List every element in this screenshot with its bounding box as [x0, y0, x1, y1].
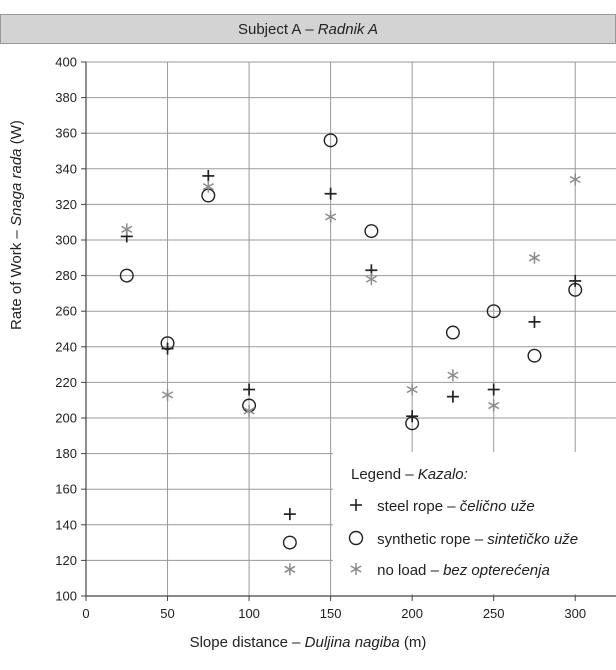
legend-item-steel-rope: steel rope – čelično uže [345, 498, 535, 515]
x-tick-label: 300 [564, 606, 586, 621]
legend-alt-no-load: bez opterećenja [443, 562, 550, 579]
legend-separator-synthetic-rope: – [474, 531, 484, 548]
y-tick-label: 280 [55, 268, 77, 283]
data-point-steel-rope [243, 383, 256, 396]
y-axis-label-separator: – [8, 230, 25, 239]
asterisk-marker-icon [345, 562, 367, 579]
legend-label-synthetic-rope: synthetic rope [377, 531, 471, 548]
data-point-synthetic-rope [568, 282, 583, 297]
legend-separator-steel-rope: – [447, 498, 456, 515]
data-point-steel-rope [487, 383, 500, 396]
y-tick-label: 380 [55, 90, 77, 105]
data-point-synthetic-rope [405, 416, 420, 431]
x-tick-label: 100 [238, 606, 260, 621]
data-point-no-load [447, 369, 459, 382]
data-point-steel-rope [528, 315, 541, 328]
x-axis-label-separator: – [292, 634, 301, 651]
y-tick-label: 160 [55, 482, 77, 497]
y-axis-label-text: Rate of Work [8, 242, 25, 330]
y-tick-label: 180 [55, 446, 77, 461]
x-axis-label-text: Slope distance [189, 634, 288, 651]
data-point-synthetic-rope [445, 325, 460, 340]
y-tick-label: 140 [55, 517, 77, 532]
title-separator: – [305, 20, 314, 38]
x-tick-label: 200 [401, 606, 423, 621]
data-point-steel-rope [283, 508, 296, 521]
legend: Legend – Kazalo: steel rope – čelično už… [333, 452, 616, 594]
data-point-synthetic-rope [527, 348, 542, 363]
data-point-no-load [284, 563, 296, 576]
legend-label-no-load: no load [377, 562, 427, 579]
data-point-no-load [365, 273, 377, 286]
data-point-synthetic-rope [323, 133, 338, 148]
legend-title-text: Legend [351, 466, 402, 483]
legend-alt-steel-rope: čelično uže [459, 498, 535, 515]
data-point-synthetic-rope [486, 304, 501, 319]
x-axis-label: Slope distance – Duljina nagiba (m) [0, 634, 616, 651]
data-point-steel-rope [202, 169, 215, 182]
y-tick-label: 300 [55, 233, 77, 248]
legend-label-steel-rope: steel rope [377, 498, 444, 515]
data-point-no-load [488, 399, 500, 412]
y-tick-label: 260 [55, 304, 77, 319]
y-tick-label: 200 [55, 411, 77, 426]
data-point-synthetic-rope [282, 535, 297, 550]
legend-title: Legend – Kazalo: [351, 466, 468, 483]
data-point-steel-rope [324, 187, 337, 200]
circle-marker-icon [345, 530, 367, 548]
title-alt-text: Radnik A [317, 20, 379, 38]
legend-separator-no-load: – [430, 562, 439, 579]
plus-marker-icon [345, 498, 367, 515]
y-tick-label: 240 [55, 339, 77, 354]
data-point-synthetic-rope [160, 336, 175, 351]
data-point-steel-rope [446, 390, 459, 403]
data-point-synthetic-rope [119, 268, 134, 283]
y-tick-label: 400 [55, 55, 77, 70]
data-point-no-load [325, 210, 337, 223]
y-axis-label-alt: Snaga rada [8, 148, 25, 227]
x-axis-label-unit: (m) [403, 634, 427, 651]
legend-item-no-load: no load – bez opterećenja [345, 562, 550, 579]
data-point-no-load [243, 404, 255, 417]
x-tick-label: 150 [320, 606, 342, 621]
data-point-no-load [406, 383, 418, 396]
data-point-no-load [161, 388, 174, 401]
data-point-no-load [528, 251, 541, 264]
x-tick-label: 0 [82, 606, 89, 621]
y-tick-label: 340 [55, 161, 77, 176]
data-point-synthetic-rope [364, 224, 379, 239]
y-tick-label: 120 [55, 553, 77, 568]
data-point-no-load [121, 223, 133, 236]
data-point-no-load [202, 180, 214, 193]
y-tick-label: 320 [55, 197, 77, 212]
legend-title-separator: – [405, 466, 414, 483]
y-tick-label: 220 [55, 375, 77, 390]
y-axis-label: Rate of Work – Snaga rada (W) [8, 120, 25, 330]
x-tick-label: 250 [483, 606, 505, 621]
y-axis-label-unit: (W) [8, 120, 25, 145]
y-tick-label: 100 [55, 589, 77, 604]
chart-title: Subject A – Radnik A [0, 14, 616, 44]
x-tick-label: 50 [160, 606, 174, 621]
data-point-no-load [569, 173, 581, 186]
x-axis-label-alt: Duljina nagiba [304, 634, 400, 651]
title-text: Subject A [237, 20, 302, 38]
data-point-steel-rope [569, 274, 582, 287]
legend-item-synthetic-rope: synthetic rope – sintetičko uže [345, 530, 578, 548]
legend-alt-synthetic-rope: sintetičko uže [487, 531, 579, 548]
legend-title-alt: Kazalo: [417, 466, 468, 483]
y-tick-label: 360 [55, 126, 77, 141]
data-point-steel-rope [406, 410, 419, 423]
